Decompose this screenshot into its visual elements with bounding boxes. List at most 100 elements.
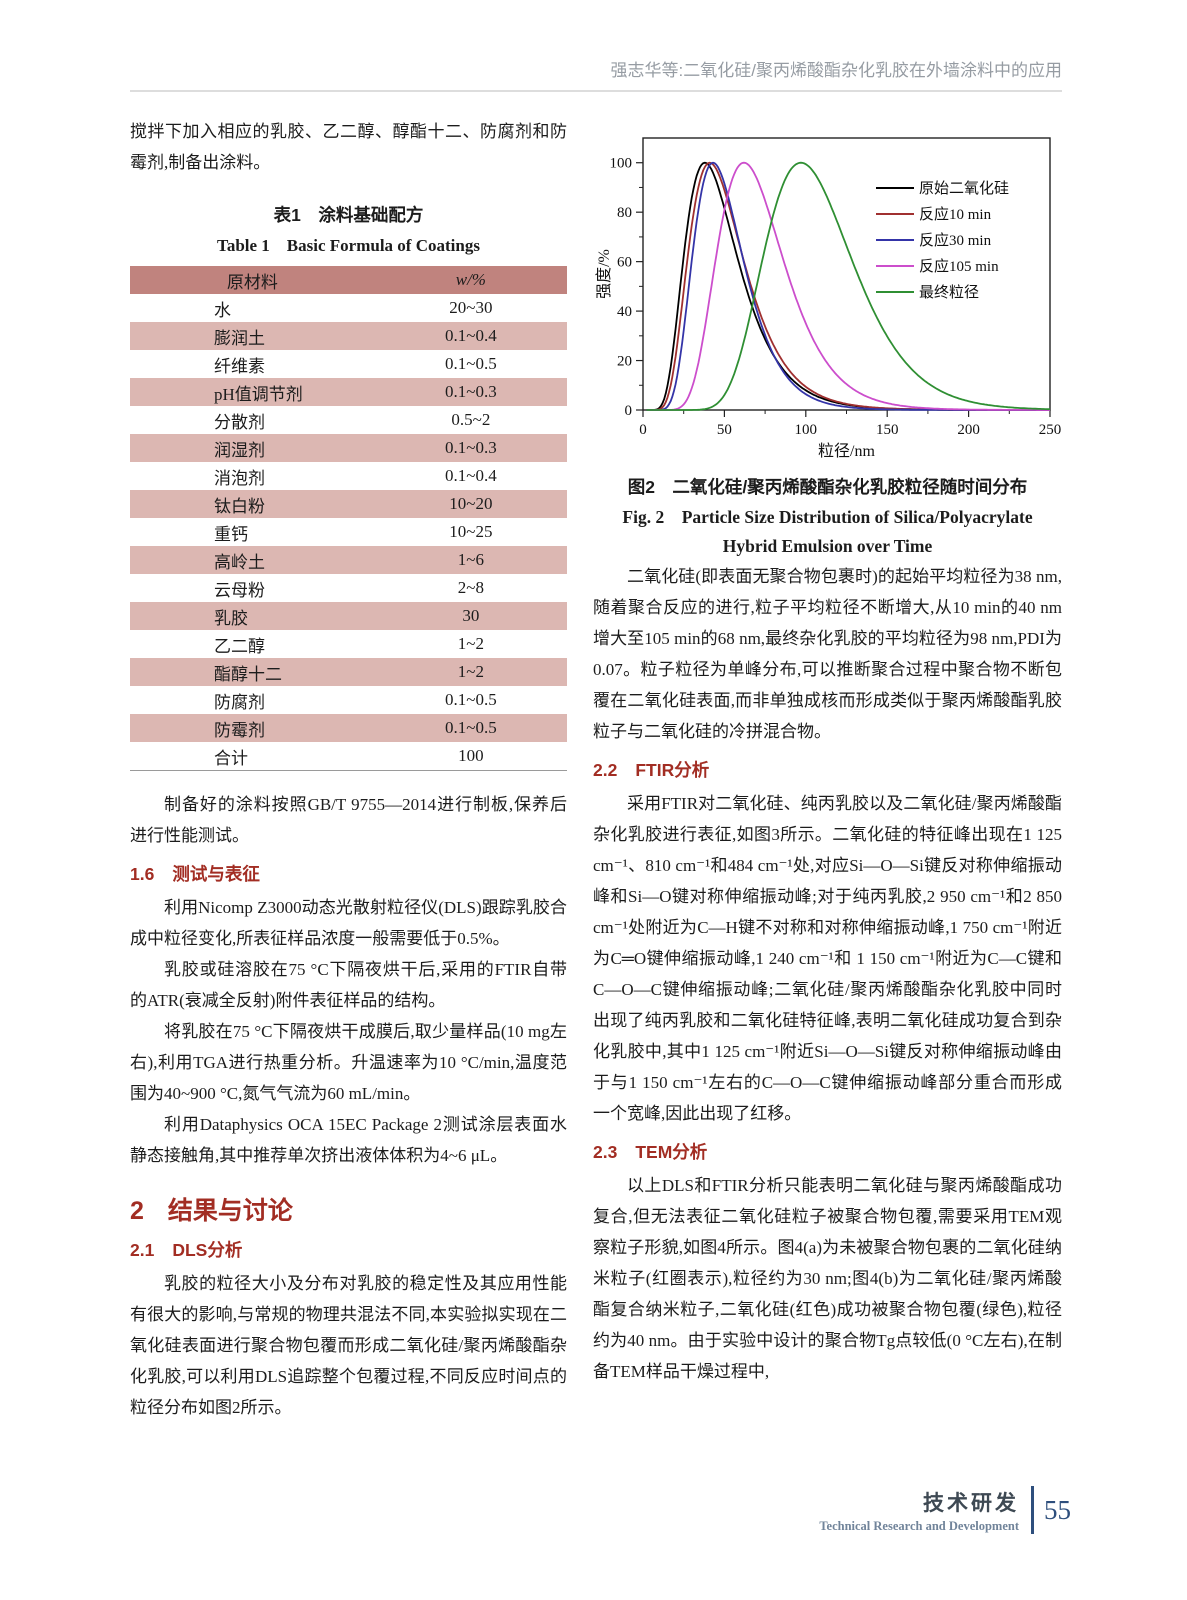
- legend-label: 原始二氧化硅: [919, 180, 1009, 197]
- row-material: 合计: [214, 748, 248, 768]
- table-row: 酯醇十二 1~2: [130, 658, 567, 686]
- section-number: 2.1: [130, 1240, 155, 1260]
- paragraph: 制备好的涂料按照GB/T 9755—2014进行制板,保养后进行性能测试。: [130, 795, 567, 845]
- legend-label: 反应30 min: [919, 231, 992, 249]
- paragraph: 乳胶或硅溶胶在75 °C下隔夜烘干后,采用的FTIR自带的ATR(衰减全反射)附…: [130, 960, 567, 1010]
- running-head: 强志华等:二氧化硅/聚丙烯酸酯杂化乳胶在外墙涂料中的应用: [130, 56, 1062, 92]
- section-title: DLS分析: [172, 1240, 243, 1260]
- row-value: 20~30: [449, 298, 493, 317]
- x-tick-label: 0: [639, 422, 647, 438]
- row-value: 100: [458, 746, 484, 765]
- row-material: 钛白粉: [214, 496, 265, 516]
- row-value: 0.1~0.5: [445, 690, 497, 709]
- series-curve: [646, 161, 1051, 411]
- x-tick-label: 200: [957, 422, 980, 438]
- legend-label: 反应10 min: [919, 205, 992, 223]
- series-curve: [646, 161, 1050, 411]
- y-tick-label: 0: [625, 403, 633, 419]
- y-tick-label: 100: [610, 156, 633, 172]
- table-row: 合计 100: [130, 742, 567, 771]
- row-value: 0.1~0.5: [445, 354, 497, 373]
- section-heading-2-1: 2.1 DLS分析: [130, 1237, 567, 1262]
- table-row: 分散剂 0.5~2: [130, 406, 567, 434]
- table-row: 消泡剂 0.1~0.4: [130, 462, 567, 490]
- formula-table: 原材料 w/% 水 20~30 膨润土 0.1~0.4 纤维素 0.1~0.5 pH值调节剂…: [130, 266, 567, 771]
- table-row: 纤维素 0.1~0.5: [130, 350, 567, 378]
- footer-divider-bar: [1031, 1486, 1034, 1534]
- x-axis-label: 粒径/nm: [818, 442, 875, 460]
- row-material: 酯醇十二: [214, 664, 282, 684]
- section-title: 测试与表征: [172, 864, 260, 884]
- row-value: 0.5~2: [451, 410, 491, 429]
- table-row: 乙二醇 1~2: [130, 630, 567, 658]
- section-heading-2-2: 2.2 FTIR分析: [593, 757, 1062, 782]
- row-value: 0.1~0.3: [445, 438, 497, 457]
- paragraph: 乳胶的粒径大小及分布对乳胶的稳定性及其应用性能有很大的影响,与常规的物理共混法不…: [130, 1274, 567, 1417]
- row-value: 30: [462, 606, 480, 625]
- table-header-row: 原材料 w/%: [130, 266, 567, 294]
- y-tick-label: 20: [617, 354, 632, 370]
- footer-section-cn: 技术研发: [923, 1491, 1019, 1515]
- row-material: 膨润土: [214, 328, 265, 348]
- section-title: FTIR分析: [635, 760, 710, 780]
- table-row: 防腐剂 0.1~0.5: [130, 686, 567, 714]
- column-header-material: 原材料: [226, 272, 278, 292]
- section-title: 结果与讨论: [167, 1197, 293, 1225]
- table-row: 乳胶 30: [130, 602, 567, 630]
- figure-caption-cn: 图2 二氧化硅/聚丙烯酸酯杂化乳胶粒径随时间分布: [627, 477, 1028, 497]
- row-value: 1~2: [457, 662, 484, 681]
- table-row: 重钙 10~25: [130, 518, 567, 546]
- x-tick-label: 50: [717, 422, 732, 438]
- table-row: 水 20~30: [130, 294, 567, 322]
- row-value: 2~8: [457, 578, 484, 597]
- page-content: 强志华等:二氧化硅/聚丙烯酸酯杂化乳胶在外墙涂料中的应用 搅拌下加入相应的乳胶、…: [130, 56, 1062, 1423]
- section-number: 2: [130, 1197, 144, 1225]
- figure-caption-en: Fig. 2 Particle Size Distribution of Sil…: [622, 507, 1033, 556]
- row-material: 水: [214, 300, 231, 320]
- table-row: 润湿剂 0.1~0.3: [130, 434, 567, 462]
- series-curve: [646, 161, 1050, 411]
- paragraph: 采用FTIR对二氧化硅、纯丙乳胶以及二氧化硅/聚丙烯酸酯杂化乳胶进行表征,如图3…: [593, 794, 1062, 1123]
- row-value: 0.1~0.3: [445, 382, 497, 401]
- row-value: 0.1~0.4: [445, 326, 497, 345]
- table-title-cn: 表1 涂料基础配方: [273, 205, 424, 225]
- y-axis-label: 强度/%: [595, 249, 613, 299]
- row-value: 0.1~0.5: [445, 718, 497, 737]
- figure-2-block: 0 20 40 60 80 100 0 50 100 150 200 250 粒径/nm 强度/% 原始二氧…: [593, 124, 1062, 561]
- paragraph: 搅拌下加入相应的乳胶、乙二醇、醇酯十二、防腐剂和防霉剂,制备出涂料。: [130, 122, 567, 172]
- section-number: 2.3: [593, 1142, 618, 1162]
- dls-chart-svg: 0 20 40 60 80 100 0 50 100 150 200 250 粒径/nm 强度/% 原始二氧…: [595, 137, 1062, 460]
- y-tick-label: 80: [617, 205, 632, 221]
- formula-table-body: 水 20~30 膨润土 0.1~0.4 纤维素 0.1~0.5 pH值调节剂 0.1~0.3 分…: [130, 294, 567, 771]
- row-material: 高岭土: [214, 552, 265, 572]
- row-material: 纤维素: [214, 356, 265, 376]
- row-material: 润湿剂: [214, 440, 265, 460]
- row-value: 0.1~0.4: [445, 466, 497, 485]
- paragraph: 二氧化硅(即表面无聚合物包裹时)的起始平均粒径为38 nm,随着聚合反应的进行,…: [593, 567, 1062, 741]
- y-tick-label: 60: [617, 255, 632, 271]
- legend-label: 反应105 min: [919, 257, 999, 275]
- table-row: 高岭土 1~6: [130, 546, 567, 574]
- x-tick-label: 100: [795, 422, 818, 438]
- row-material: 云母粉: [214, 580, 265, 600]
- y-tick-label: 40: [617, 304, 632, 320]
- page-footer: 技术研发 Technical Research and Development …: [819, 1486, 1071, 1534]
- row-material: 分散剂: [214, 412, 265, 432]
- section-heading-2-3: 2.3 TEM分析: [593, 1139, 1062, 1164]
- row-material: 消泡剂: [214, 468, 265, 488]
- x-tick-label: 150: [876, 422, 899, 438]
- two-column-layout: 搅拌下加入相应的乳胶、乙二醇、醇酯十二、防腐剂和防霉剂,制备出涂料。 表1 涂料…: [130, 116, 1062, 1423]
- series-curve: [646, 161, 1050, 411]
- section-number: 1.6: [130, 864, 155, 884]
- x-tick-label: 250: [1039, 422, 1062, 438]
- section-title: TEM分析: [635, 1142, 708, 1162]
- section-heading-1-6: 1.6 测试与表征: [130, 861, 567, 886]
- series-curve: [646, 161, 1050, 411]
- right-column: 0 20 40 60 80 100 0 50 100 150 200 250 粒径/nm 强度/% 原始二氧…: [593, 116, 1062, 1423]
- table-row: 防霉剂 0.1~0.5: [130, 714, 567, 742]
- row-value: 10~25: [449, 522, 493, 541]
- row-material: 乙二醇: [214, 636, 265, 656]
- section-number: 2.2: [593, 760, 618, 780]
- row-value: 1~2: [457, 634, 484, 653]
